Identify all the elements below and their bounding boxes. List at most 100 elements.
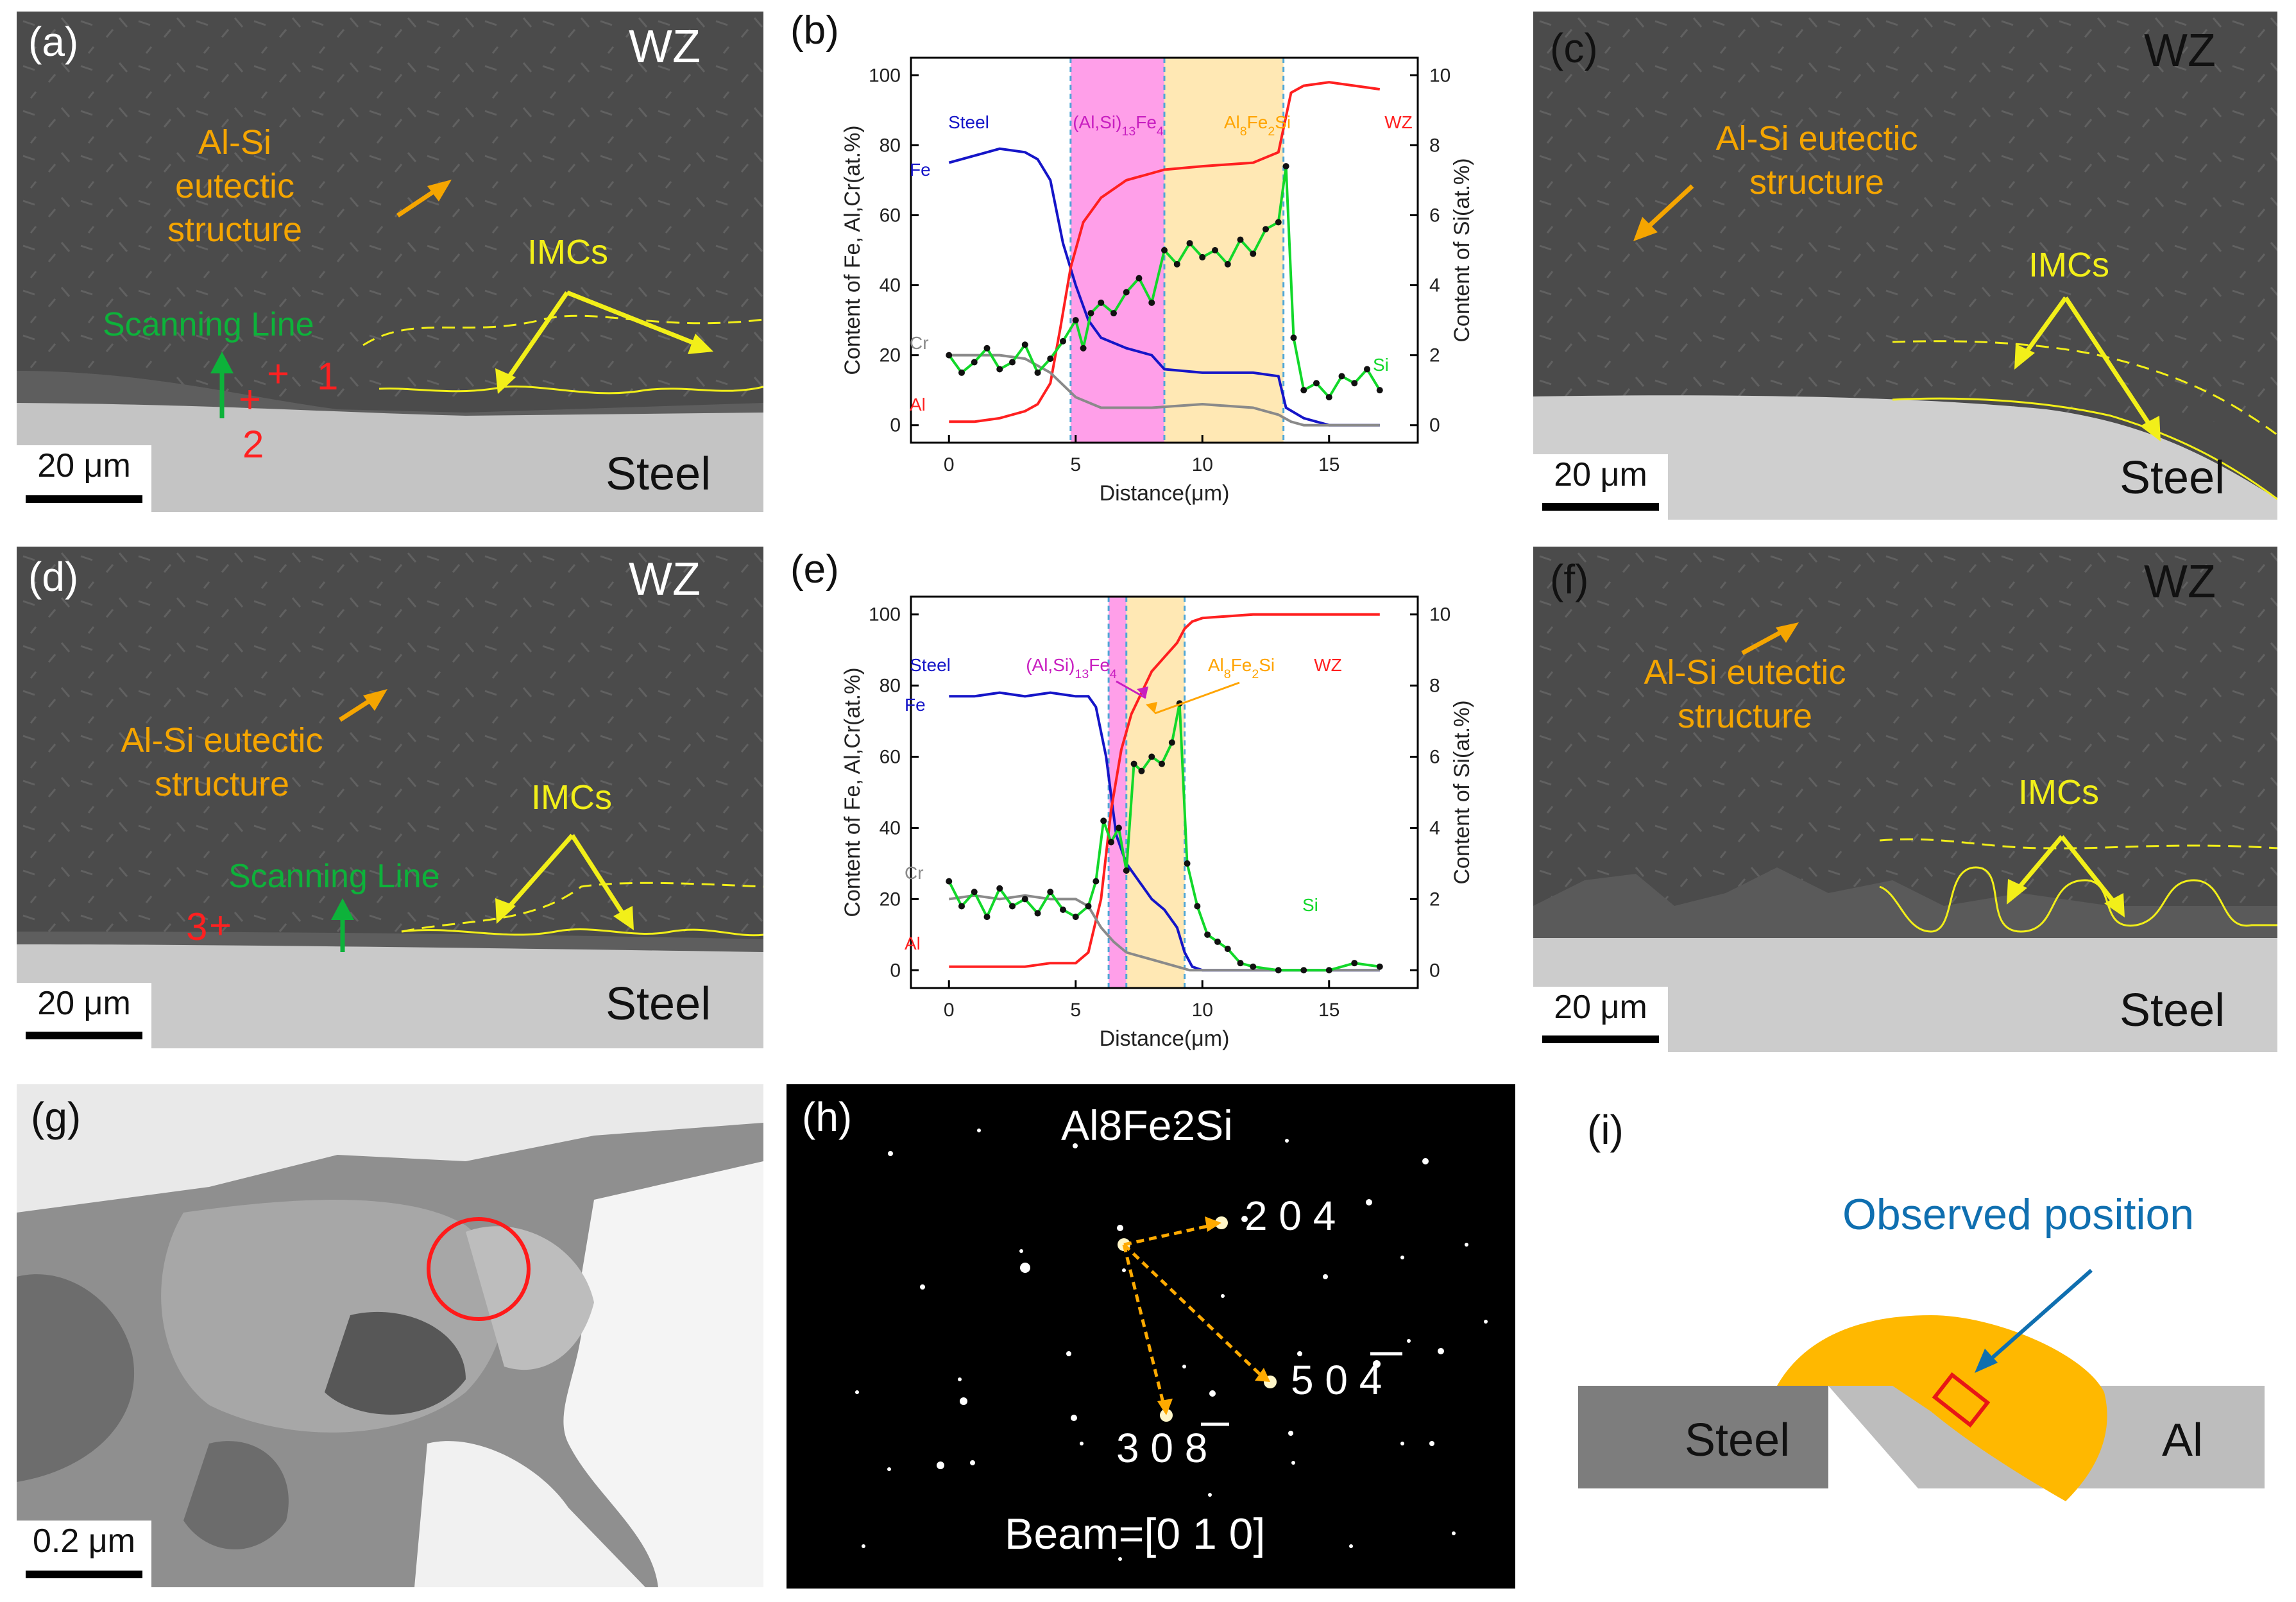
y2-tick-label: 2 bbox=[1429, 889, 1440, 910]
si-data-point bbox=[1351, 960, 1358, 967]
si-data-point bbox=[1173, 260, 1180, 268]
si-data-point bbox=[1194, 903, 1201, 910]
si-data-point bbox=[1021, 896, 1028, 903]
point-2-label: 2 bbox=[242, 423, 264, 466]
imc-band-1 bbox=[1126, 597, 1185, 988]
imc-upper-boundary bbox=[401, 882, 763, 933]
region-pointer-arrowhead-1 bbox=[1146, 702, 1157, 713]
panel-f-label: (f) bbox=[1550, 556, 1589, 602]
wz-label: WZ bbox=[629, 554, 701, 605]
si-data-point bbox=[1148, 299, 1155, 306]
si-data-point bbox=[1123, 289, 1130, 296]
series-label-si: Si bbox=[1302, 895, 1318, 915]
region-label-2: Al8Fe2Si bbox=[1208, 655, 1275, 681]
si-data-point bbox=[1204, 931, 1211, 938]
y-tick-label: 40 bbox=[880, 275, 901, 296]
si-data-point bbox=[996, 366, 1003, 373]
plot-frame bbox=[910, 595, 1419, 989]
imc-lower-boundary bbox=[1892, 397, 2277, 500]
si-data-point bbox=[946, 878, 953, 885]
scale-bar-line bbox=[1542, 503, 1659, 511]
region-pointer-arrow-0 bbox=[1116, 680, 1146, 699]
si-data-point bbox=[1087, 310, 1094, 317]
series-label-cr: Cr bbox=[905, 863, 924, 883]
si-data-point bbox=[1085, 903, 1092, 910]
si-data-point bbox=[1224, 946, 1231, 952]
wz-label: WZ bbox=[2144, 556, 2216, 608]
si-data-point bbox=[1098, 299, 1105, 306]
scale-bar-text: 20 μm bbox=[37, 985, 131, 1022]
si-data-point bbox=[1080, 345, 1087, 352]
chart-panel-label: (b) bbox=[790, 8, 839, 53]
series-label-al: Al bbox=[910, 395, 926, 414]
panel-c-sem-image: (c) WZ Steel Al-Si eutectic structure IM… bbox=[1533, 12, 2277, 520]
y-axis-label: Content of Fe, Al,Cr(at.%) bbox=[840, 667, 865, 917]
si-data-point bbox=[1376, 963, 1383, 970]
scale-bar-line bbox=[26, 495, 142, 503]
si-data-point bbox=[1034, 369, 1041, 376]
x-tick-label: 15 bbox=[1318, 454, 1339, 475]
eutectic-label: Al-Si eutectic structure bbox=[121, 721, 323, 803]
scale-bar: 20 μm bbox=[17, 445, 151, 512]
steel-label: Steel bbox=[2120, 985, 2225, 1036]
y2-tick-label: 10 bbox=[1429, 604, 1450, 626]
region-pointer-arrowhead-0 bbox=[1137, 686, 1148, 698]
y-tick-label: 60 bbox=[880, 747, 901, 768]
spot-204-label: 2 0 4 bbox=[1245, 1193, 1336, 1239]
si-data-point bbox=[1364, 366, 1370, 373]
y-tick-label: 20 bbox=[880, 345, 901, 366]
scale-bar-line bbox=[1542, 1035, 1659, 1043]
y-tick-label: 0 bbox=[890, 415, 901, 436]
y-tick-label: 0 bbox=[890, 960, 901, 981]
panel-g-tem-image: (g) 0.2 μm bbox=[17, 1084, 763, 1587]
region-label-3: WZ bbox=[1314, 655, 1342, 675]
series-line-fe bbox=[948, 147, 1380, 427]
y-tick-label: 60 bbox=[880, 205, 901, 226]
si-data-point bbox=[1250, 250, 1257, 257]
series-line-al bbox=[949, 81, 1381, 423]
region-label-1: (Al,Si)13Fe4 bbox=[1073, 112, 1164, 139]
si-data-point bbox=[958, 903, 965, 910]
si-data-point bbox=[1237, 236, 1244, 243]
si-data-point bbox=[1168, 739, 1175, 746]
steel-label: Steel bbox=[606, 978, 711, 1030]
si-data-point bbox=[1060, 337, 1066, 345]
si-data-point bbox=[1214, 938, 1221, 945]
x-tick-label: 10 bbox=[1192, 454, 1213, 475]
si-data-point bbox=[1212, 247, 1218, 253]
aluminum-plate-label: Al bbox=[2162, 1415, 2204, 1466]
steel-label: Steel bbox=[2120, 452, 2225, 504]
y2-tick-label: 4 bbox=[1429, 275, 1440, 296]
si-data-point bbox=[1338, 373, 1345, 380]
panel-a-label: (a) bbox=[28, 19, 79, 65]
si-data-point bbox=[1072, 317, 1079, 324]
si-data-point bbox=[1325, 967, 1332, 974]
panel-e-line-chart: (e) 0 5 10 15 0 20 40 60 80 100 0 2 4 6 8 10 Distance(μm)… bbox=[790, 547, 1474, 1051]
wz-label: WZ bbox=[629, 21, 701, 72]
scale-bar-text: 20 μm bbox=[37, 447, 131, 484]
eutectic-label: Al-Si eutectic structure bbox=[167, 123, 303, 249]
si-data-point bbox=[983, 914, 991, 921]
point-1-label: 1 bbox=[317, 355, 339, 398]
si-data-point bbox=[1047, 889, 1054, 896]
scanning-line-label: Scanning Line bbox=[228, 858, 440, 895]
y-tick-label: 100 bbox=[869, 65, 901, 86]
spot-308-label: 3 0 8 bbox=[1116, 1425, 1208, 1471]
y2-tick-label: 4 bbox=[1429, 817, 1440, 839]
y2-tick-label: 0 bbox=[1429, 960, 1440, 981]
si-data-point bbox=[1351, 380, 1358, 387]
panel-f-sem-image: (f) WZ Steel Al-Si eutectic structure IM… bbox=[1533, 547, 2277, 1052]
panel-i-label: (i) bbox=[1587, 1107, 1624, 1153]
panel-d-sem-image: (d) WZ Steel Al-Si eutectic structure IM… bbox=[17, 547, 763, 1048]
panel-a-sem-image: (a) WZ Steel Al-Si eutectic structure IM… bbox=[17, 12, 763, 512]
series-line-cr bbox=[949, 894, 1380, 972]
scanning-line-label: Scanning Line bbox=[103, 306, 314, 343]
x-tick-label: 5 bbox=[1070, 454, 1081, 475]
series-label-al: Al bbox=[905, 933, 921, 953]
si-data-point bbox=[1199, 253, 1206, 260]
y2-axis-label: Content of Si(at.%) bbox=[1450, 158, 1474, 342]
y2-tick-label: 6 bbox=[1429, 205, 1440, 226]
y-tick-label: 80 bbox=[880, 676, 901, 697]
si-data-point bbox=[1060, 907, 1066, 913]
si-data-point bbox=[1047, 355, 1054, 362]
